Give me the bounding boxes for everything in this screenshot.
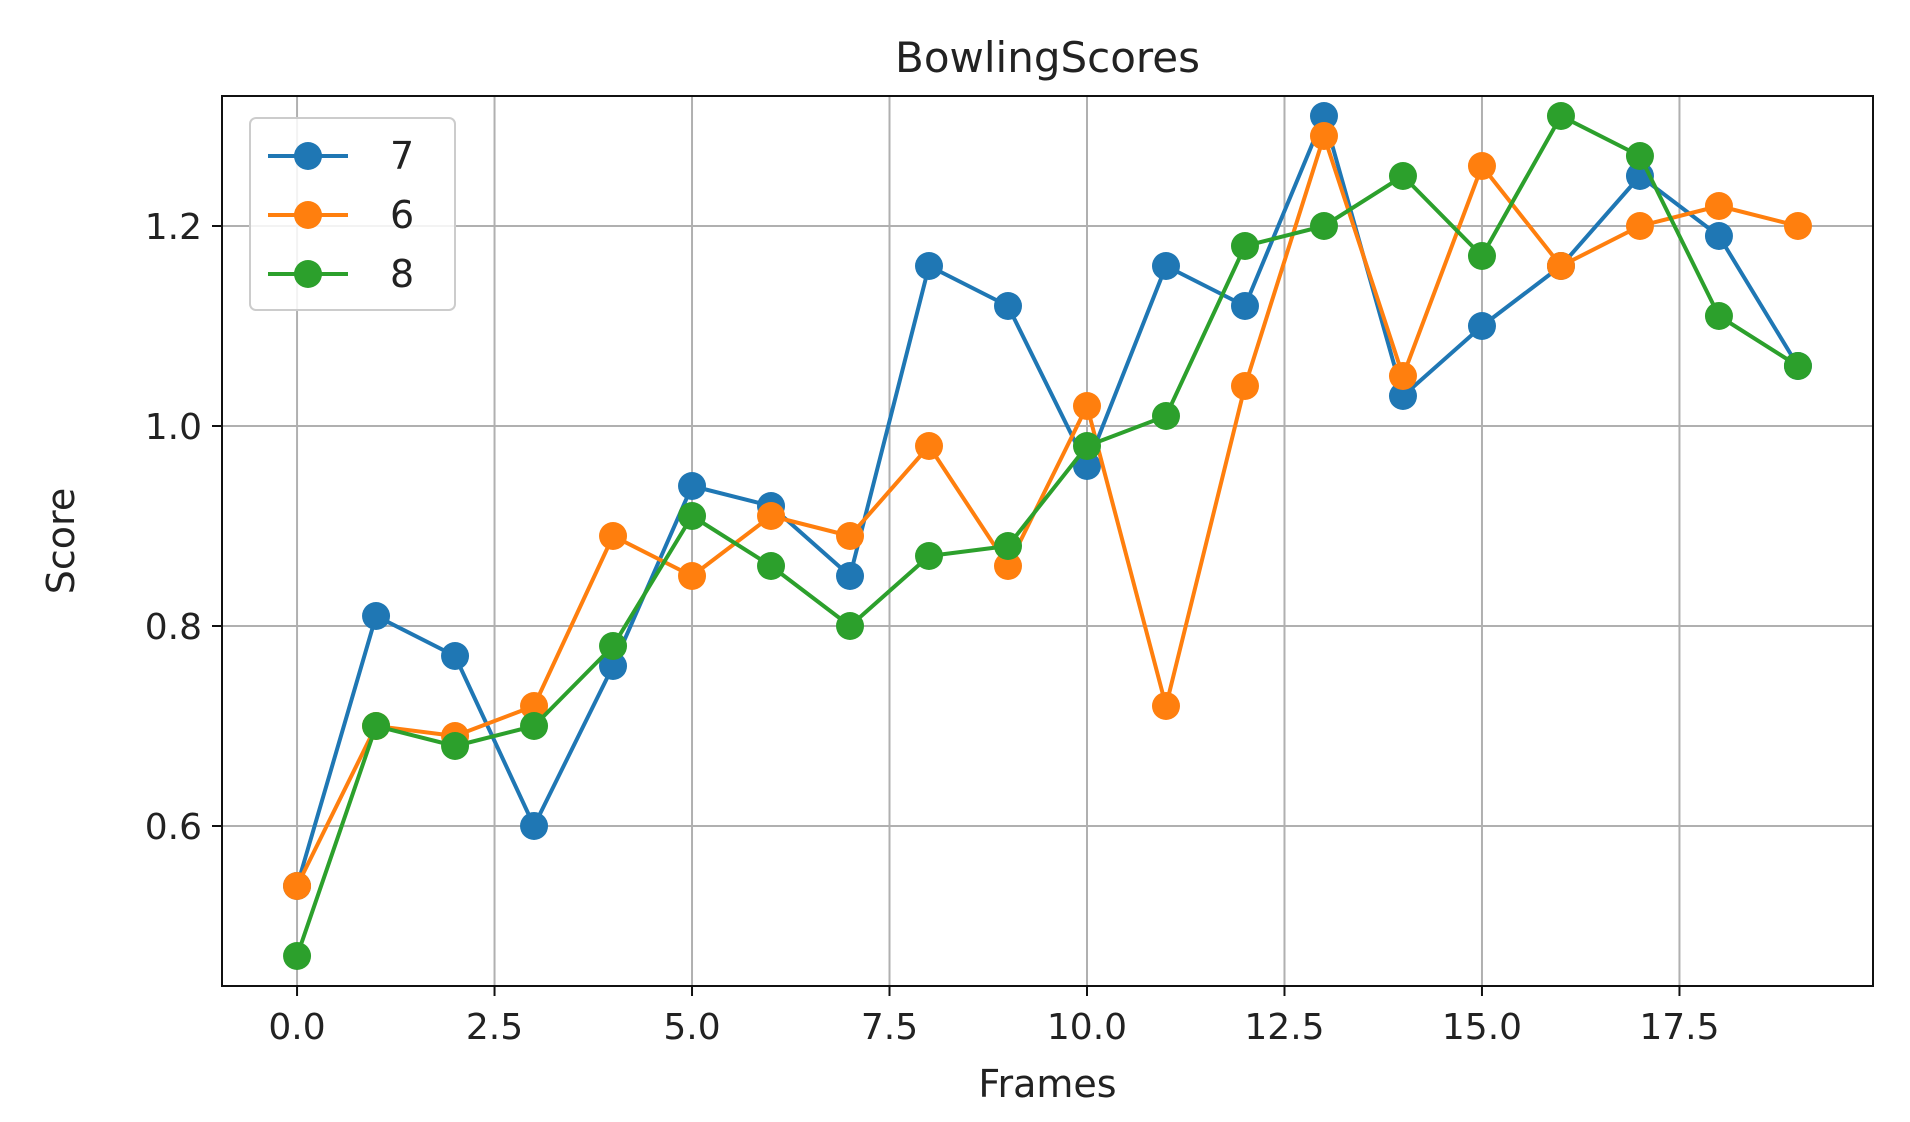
legend-marker	[294, 260, 322, 288]
data-point	[1151, 252, 1180, 280]
x-tick-label: 12.5	[1244, 1007, 1324, 1048]
data-point	[283, 872, 312, 900]
series-layer	[283, 102, 1812, 970]
data-point	[836, 562, 865, 590]
data-point	[1467, 242, 1496, 270]
data-point	[757, 552, 786, 580]
x-tick-label: 17.5	[1639, 1007, 1719, 1048]
data-point	[1072, 392, 1101, 420]
legend-marker	[294, 201, 322, 229]
data-point	[1783, 212, 1812, 240]
data-point	[599, 652, 628, 680]
series-8	[283, 102, 1812, 970]
legend: 7 6 8	[249, 117, 456, 311]
plot-frame	[221, 95, 1874, 987]
data-point	[1546, 252, 1575, 280]
data-point	[362, 712, 391, 740]
x-tick-label: 2.5	[466, 1007, 523, 1048]
y-tick-label: 1.0	[145, 407, 202, 448]
legend-marker	[294, 142, 322, 170]
data-point	[1230, 232, 1259, 260]
data-point	[283, 942, 312, 970]
data-point	[1625, 142, 1654, 170]
data-point	[1151, 402, 1180, 430]
data-point	[1072, 432, 1101, 460]
legend-label: 8	[390, 252, 414, 296]
data-point	[1467, 312, 1496, 340]
data-point	[915, 252, 944, 280]
data-point	[1309, 212, 1338, 240]
data-point	[362, 602, 391, 630]
data-point	[994, 532, 1023, 560]
data-point	[1704, 222, 1733, 250]
data-point	[994, 552, 1023, 580]
data-point	[1467, 152, 1496, 180]
x-tick-label: 7.5	[861, 1007, 918, 1048]
data-point	[994, 292, 1023, 320]
data-point	[678, 472, 707, 500]
legend-item: 7	[268, 134, 414, 178]
legend-label: 7	[390, 134, 414, 178]
data-point	[441, 642, 470, 670]
legend-label: 6	[390, 193, 414, 237]
grid	[222, 96, 1873, 986]
x-tick-label: 0.0	[268, 1007, 325, 1048]
data-point	[1388, 162, 1417, 190]
chart-title: BowlingScores	[895, 33, 1200, 82]
legend-item: 8	[268, 252, 414, 296]
y-axis-label: Score	[39, 488, 83, 594]
data-point	[1230, 372, 1259, 400]
series-line	[295, 114, 1800, 887]
data-point	[1783, 352, 1812, 380]
data-point	[678, 502, 707, 530]
data-point	[915, 542, 944, 570]
y-tick-label: 0.8	[145, 607, 202, 648]
data-point	[678, 562, 707, 590]
series-line	[295, 134, 1799, 887]
x-tick-label: 15.0	[1442, 1007, 1522, 1048]
data-point	[520, 692, 549, 720]
x-axis-label: Frames	[978, 1062, 1116, 1106]
data-point	[1625, 212, 1654, 240]
data-point	[599, 632, 628, 660]
ticks: 0.0 2.5 5.0 7.5 10.0 12.5 15.0 17.5 0.6 0.8 1.0 1.2	[145, 207, 1720, 1048]
data-point	[836, 612, 865, 640]
legend-item: 6	[268, 193, 414, 237]
data-point	[1388, 382, 1417, 410]
series-6	[283, 122, 1812, 900]
data-point	[1151, 692, 1180, 720]
data-point	[836, 522, 865, 550]
data-point	[1546, 102, 1575, 130]
data-point	[757, 502, 786, 530]
y-tick-label: 0.6	[145, 807, 202, 848]
data-point	[1704, 302, 1733, 330]
data-point	[1309, 102, 1338, 130]
data-point	[1072, 452, 1101, 480]
data-point	[520, 712, 549, 740]
x-tick-label: 10.0	[1047, 1007, 1127, 1048]
data-point	[1704, 192, 1733, 220]
x-tick-label: 5.0	[663, 1007, 720, 1048]
data-point	[441, 732, 470, 760]
data-point	[599, 522, 628, 550]
data-point	[1388, 362, 1417, 390]
data-point	[915, 432, 944, 460]
data-point	[1230, 292, 1259, 320]
data-point	[520, 812, 549, 840]
series-line	[295, 114, 1800, 957]
y-tick-label: 1.2	[145, 207, 202, 248]
data-point	[1309, 122, 1338, 150]
